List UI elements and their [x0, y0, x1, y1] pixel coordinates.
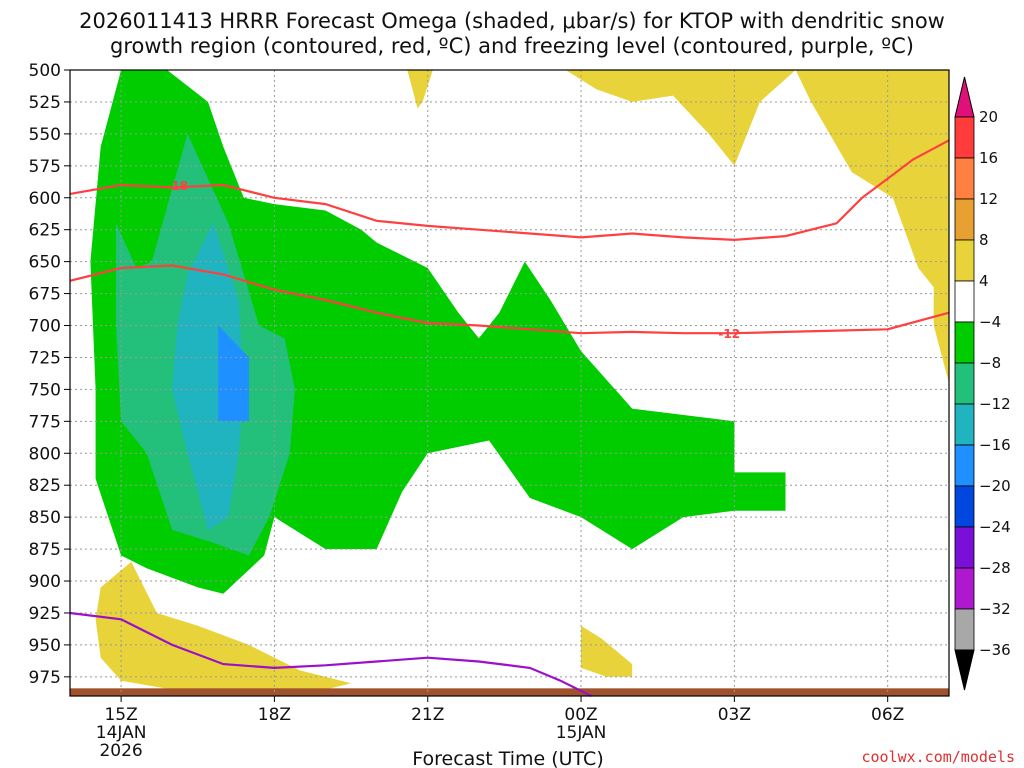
colorbar-label-1: 16	[979, 149, 998, 167]
x-tick-label-15Z: 15Z	[104, 705, 137, 725]
y-tick-label-700: 700	[29, 317, 61, 337]
plot-frame	[69, 69, 950, 697]
colorbar-label-11: −28	[979, 559, 1011, 577]
colorbar-swatch-1	[954, 157, 975, 200]
y-tick-label-750: 750	[29, 380, 61, 400]
colorbar-label-7: −12	[979, 395, 1011, 413]
y-tick-label-850: 850	[29, 508, 61, 528]
y-tick-label-550: 550	[29, 125, 61, 145]
colorbar-swatch-3	[954, 239, 975, 282]
isotherm-line-0	[69, 139, 950, 242]
grid-layer	[70, 69, 949, 696]
ground-strip	[70, 688, 949, 696]
colorbar-swatch-9	[954, 485, 975, 528]
colorbar-bottom-arrow	[954, 649, 975, 691]
x-tick-label-21Z: 21Z	[411, 705, 444, 725]
x-tick-label-00Z: 00Z	[564, 705, 597, 725]
y-tick-label-875: 875	[29, 540, 61, 560]
colorbar-swatch-11	[954, 567, 975, 610]
omega-region-5	[407, 70, 433, 109]
omega-region-3	[218, 325, 249, 422]
y-tick-label-975: 975	[29, 668, 61, 688]
isotherm-line-1	[69, 264, 950, 335]
y-tick-label-775: 775	[29, 412, 61, 432]
colorbar-label-8: −16	[979, 436, 1011, 454]
y-tick-label-625: 625	[29, 221, 61, 241]
y-tick-label-925: 925	[29, 604, 61, 624]
colorbar-label-5: −4	[979, 313, 1001, 331]
omega-fill-layer	[90, 70, 949, 690]
y-tick-label-900: 900	[29, 572, 61, 592]
credit-text: coolwx.com/models	[861, 748, 1015, 766]
colorbar-label-13: −36	[979, 641, 1011, 659]
omega-region-4	[565, 70, 949, 383]
y-tick-label-800: 800	[29, 444, 61, 464]
y-tick-label-600: 600	[29, 189, 61, 209]
y-axis-ticks: 500 525 550 575 600 625 650 675 700 725 750 775 800 8…	[29, 61, 70, 688]
omega-region-6	[95, 561, 352, 690]
x-tick-label-03Z: 03Z	[718, 705, 751, 725]
x-tick-date-00Z: 15JAN	[556, 723, 607, 743]
colorbar-label-0: 20	[979, 108, 998, 126]
colorbar-label-6: −8	[979, 354, 1001, 372]
colorbar-swatch-4	[954, 280, 975, 323]
isotherm-label-0: -18	[166, 179, 188, 193]
x-tick-label-18Z: 18Z	[258, 705, 291, 725]
colorbar-swatch-5	[954, 321, 975, 364]
omega-region-7	[581, 625, 633, 677]
y-tick-label-525: 525	[29, 93, 61, 113]
colorbar-label-2: 12	[979, 190, 998, 208]
y-tick-label-500: 500	[29, 61, 61, 81]
chart-title-line-1: 2026011413 HRRR Forecast Omega (shaded, …	[79, 9, 945, 33]
y-tick-label-675: 675	[29, 285, 61, 305]
colorbar-label-9: −20	[979, 477, 1011, 495]
isotherm-line-2	[69, 611, 592, 697]
colorbar-swatch-8	[954, 444, 975, 487]
colorbar-swatch-2	[954, 198, 975, 241]
y-tick-label-950: 950	[29, 636, 61, 656]
x-tick-label-06Z: 06Z	[871, 705, 904, 725]
colorbar-swatch-7	[954, 403, 975, 446]
isotherm-label-1: -12	[718, 327, 740, 341]
colorbar-label-3: 8	[979, 231, 989, 249]
colorbar: 20 16 12 8 4 −4 −8 −12 −16 −20 −24 −28 −32 −36	[954, 76, 1011, 691]
colorbar-top-arrow	[954, 76, 975, 118]
y-tick-label-725: 725	[29, 348, 61, 368]
colorbar-swatch-12	[954, 608, 975, 651]
y-tick-label-650: 650	[29, 253, 61, 273]
x-tick-date-15Z: 14JAN	[96, 723, 147, 743]
x-tick-year-15Z: 2026	[99, 741, 142, 761]
y-tick-label-825: 825	[29, 476, 61, 496]
ground-layer	[70, 688, 949, 696]
colorbar-swatch-0	[954, 116, 975, 159]
y-tick-label-575: 575	[29, 157, 61, 177]
colorbar-label-4: 4	[979, 272, 989, 290]
x-axis-label: Forecast Time (UTC)	[412, 748, 603, 768]
isotherm-layer: -18 -12	[69, 139, 950, 697]
colorbar-label-10: −24	[979, 518, 1011, 536]
colorbar-swatch-6	[954, 362, 975, 405]
colorbar-swatch-10	[954, 526, 975, 569]
chart-title-line-2: growth region (contoured, red, ºC) and f…	[110, 34, 914, 58]
colorbar-label-12: −32	[979, 600, 1011, 618]
